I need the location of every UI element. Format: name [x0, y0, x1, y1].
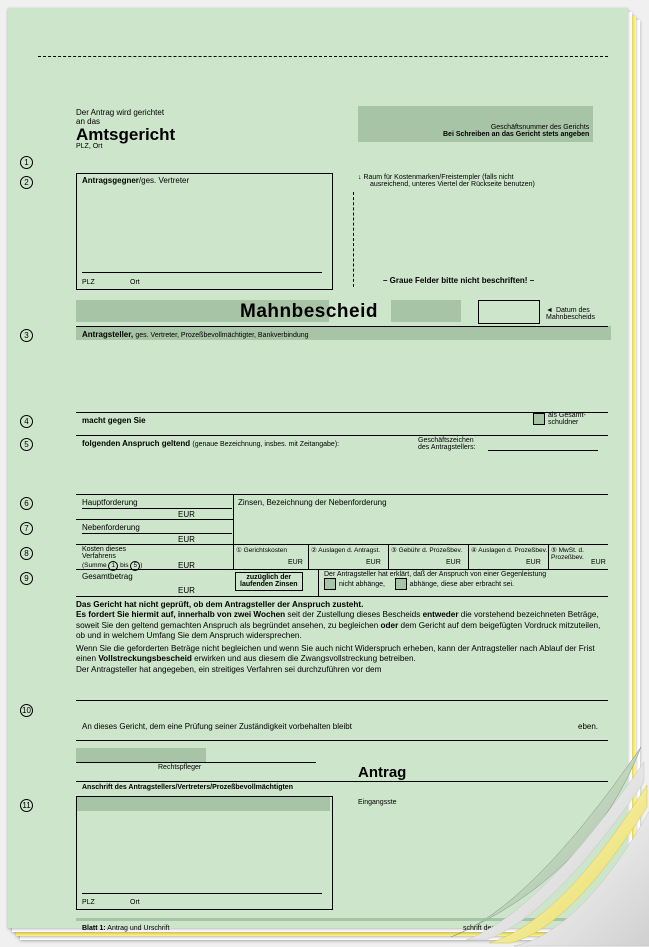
- nicht-abhaenge-checkbox[interactable]: [324, 578, 336, 590]
- anschrift-label: Anschrift des Antragstellers/Vertreters/…: [82, 784, 293, 791]
- hauptforderung-label: Hauptforderung: [82, 498, 138, 507]
- line-antrag: [76, 781, 608, 782]
- antragsgegner-ort: Ort: [130, 279, 140, 286]
- court-number-label: Geschäftsnummer des Gerichts Bei Schreib…: [443, 124, 589, 138]
- gz-line: [488, 450, 598, 451]
- anspruch-label: folgenden Anspruch geltend (genaue Bezei…: [82, 439, 339, 448]
- header-intro: Der Antrag wird gerichtet an das: [76, 108, 164, 126]
- line-s6: [76, 494, 608, 495]
- zuzueglich-box: zuzüglich derlaufenden Zinsen: [235, 572, 303, 591]
- marker-11: 11: [20, 799, 33, 812]
- eur-c3: EUR: [446, 559, 461, 566]
- marker-9: 9: [20, 572, 33, 585]
- line-s4: [76, 412, 608, 413]
- eur-6: EUR: [178, 510, 195, 519]
- form-stack: Der Antrag wird gerichtet an das Amtsger…: [8, 8, 641, 937]
- date-label: Datum des Mahnbescheids: [546, 307, 608, 321]
- v-s9: [318, 569, 319, 596]
- antragsgegner-label: Antragsgegner/ges. Vertreter: [82, 176, 189, 185]
- header-plz-ort: PLZ, Ort: [76, 143, 102, 150]
- eur-7: EUR: [178, 535, 195, 544]
- gesamtschuldner-checkbox[interactable]: [533, 413, 545, 425]
- kosten-c1: ① Gerichtskosten: [236, 546, 287, 554]
- title-grey-mid: [391, 300, 461, 322]
- anschrift-grey: [77, 797, 330, 811]
- marker-4: 4: [20, 415, 33, 428]
- eur-c5: EUR: [591, 559, 606, 566]
- rechtspfleger-label: Rechtspfleger: [158, 764, 201, 771]
- antrag-title: Antrag: [358, 764, 406, 781]
- antragsteller-label: Antragsteller, ges. Vertreter, Prozeßbev…: [82, 330, 309, 339]
- marker-3: 3: [20, 329, 33, 342]
- marker-1: 1: [20, 156, 33, 169]
- kosten-label: Kosten dieses Verfahrens: [82, 546, 126, 560]
- eur-c2: EUR: [366, 559, 381, 566]
- footer-bar: [76, 918, 611, 921]
- macht-gegen-label: macht gegen Sie: [82, 416, 146, 425]
- kosten-c4: ④ Auslagen d. Prozeßbev.: [471, 546, 547, 554]
- footer-blatt: Blatt 1: Antrag und Urschrift: [82, 925, 170, 932]
- antragsgegner-plz: PLZ: [82, 279, 95, 286]
- line-s9: [76, 569, 608, 570]
- eur-c4: EUR: [526, 559, 541, 566]
- nf-underline: [82, 533, 232, 534]
- legal-paragraphs: Das Gericht hat nicht geprüft, ob dem An…: [76, 600, 604, 675]
- gericht-pruefung-end: eben.: [578, 722, 598, 731]
- marker-2: 2: [20, 176, 33, 189]
- line-s7: [76, 519, 233, 520]
- marker-6: 6: [20, 497, 33, 510]
- marker-8: 8: [20, 547, 33, 560]
- kosten-cells: ① Gerichtskosten ② Auslagen d. Antragst.…: [233, 544, 608, 569]
- line-s10-top: [76, 700, 608, 701]
- nebenforderung-label: Nebenforderung: [82, 523, 140, 532]
- hf-underline: [82, 508, 232, 509]
- grey-fields-note: – Graue Felder bitte nicht beschriften! …: [383, 276, 534, 285]
- anschrift-ort: Ort: [130, 899, 140, 906]
- abhaenge-checkbox[interactable]: [395, 578, 407, 590]
- eingangsstempel-label: Eingangsste: [358, 799, 397, 806]
- form-content: Der Antrag wird gerichtet an das Amtsger…: [38, 48, 608, 908]
- gesamtbetrag-label: Gesamtbetrag: [82, 572, 133, 581]
- gz-label: Geschäftszeichendes Antragstellers:: [418, 437, 476, 451]
- kosten-c3: ③ Gebühr d. Prozeßbev.: [391, 546, 462, 554]
- gesamtschuldner-label: als Gesamt- schuldner: [533, 412, 586, 426]
- kostenmarken-divider: [353, 192, 354, 287]
- eur-c1: EUR: [288, 559, 303, 566]
- header-amtsgericht: Amtsgericht: [76, 125, 175, 145]
- gericht-pruefung-text: An dieses Gericht, dem eine Prüfung sein…: [82, 722, 352, 731]
- kosten-c2: ② Auslagen d. Antragst.: [311, 546, 380, 554]
- zinsen-label: Zinsen, Bezeichnung der Nebenforderung: [238, 498, 387, 507]
- sheet-front-green: Der Antrag wird gerichtet an das Amtsger…: [8, 8, 628, 928]
- line-s9-bottom: [76, 596, 608, 597]
- kostenmarken-note: ↓ Raum für Kostenmarken/Freistempler (fa…: [358, 174, 588, 188]
- rechtspfleger-line: [76, 762, 316, 763]
- rechtspfleger-grey: [76, 748, 206, 762]
- marker-7: 7: [20, 522, 33, 535]
- line-s3-top: [76, 326, 608, 327]
- date-box[interactable]: [478, 300, 540, 324]
- mahnbescheid-title: Mahnbescheid: [240, 301, 378, 323]
- marker-5: 5: [20, 438, 33, 451]
- antragsgegner-plz-line: [82, 272, 322, 273]
- marker-10: 10: [20, 704, 33, 717]
- line-s10-bottom: [76, 740, 608, 741]
- line-s5: [76, 435, 608, 436]
- gegenleistung-text: Der Antragsteller hat erklärt, daß der A…: [324, 571, 546, 590]
- anschrift-plz: PLZ: [82, 899, 95, 906]
- footer-right: schrift des An: [463, 925, 505, 932]
- eur-9: EUR: [178, 586, 195, 595]
- v-s6: [233, 494, 234, 544]
- anschrift-plz-line: [82, 893, 322, 894]
